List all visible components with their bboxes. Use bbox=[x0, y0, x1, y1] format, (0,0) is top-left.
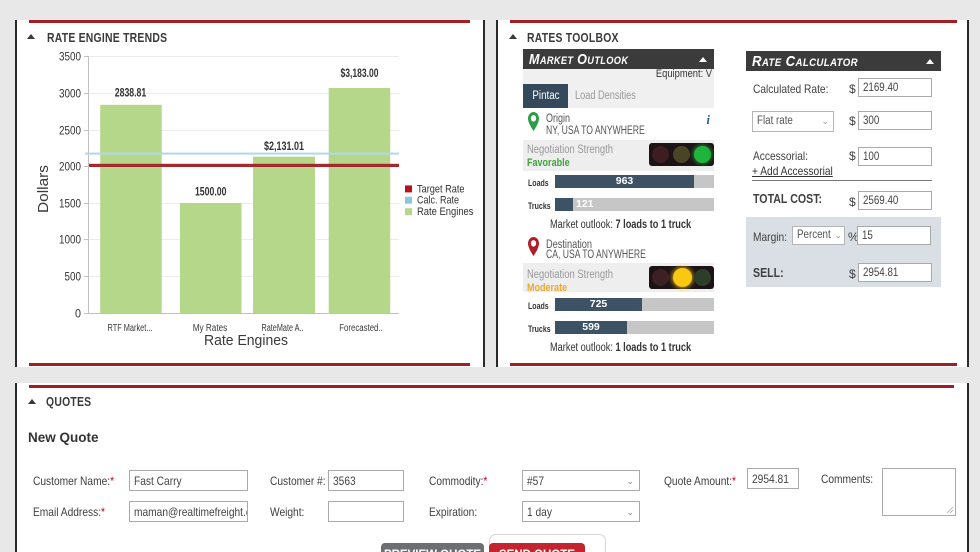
svg-text:Forecasted..: Forecasted.. bbox=[339, 323, 383, 334]
svg-text:1500: 1500 bbox=[59, 199, 81, 211]
svg-text:3000: 3000 bbox=[59, 89, 81, 101]
svg-text:My Rates: My Rates bbox=[193, 323, 228, 334]
svg-text:Dollars: Dollars bbox=[36, 165, 52, 213]
svg-text:2500: 2500 bbox=[59, 126, 81, 138]
svg-text:RTF Market...: RTF Market... bbox=[108, 323, 153, 334]
svg-text:500: 500 bbox=[65, 272, 82, 284]
svg-text:3500: 3500 bbox=[59, 52, 81, 64]
svg-text:Rate Engines: Rate Engines bbox=[204, 333, 288, 349]
svg-text:Calc. Rate: Calc. Rate bbox=[417, 195, 459, 207]
svg-text:Target Rate: Target Rate bbox=[417, 183, 465, 195]
svg-text:$3,183.00: $3,183.00 bbox=[341, 68, 379, 80]
svg-text:1000: 1000 bbox=[59, 235, 81, 247]
svg-text:1500.00: 1500.00 bbox=[195, 187, 227, 199]
svg-text:2000: 2000 bbox=[59, 162, 81, 174]
svg-text:Rate Engines: Rate Engines bbox=[417, 206, 474, 218]
svg-text:0: 0 bbox=[75, 309, 81, 321]
svg-text:2838.81: 2838.81 bbox=[115, 88, 147, 100]
svg-text:$2,131.01: $2,131.01 bbox=[264, 141, 304, 153]
svg-text:RateMate A..: RateMate A.. bbox=[262, 323, 304, 334]
